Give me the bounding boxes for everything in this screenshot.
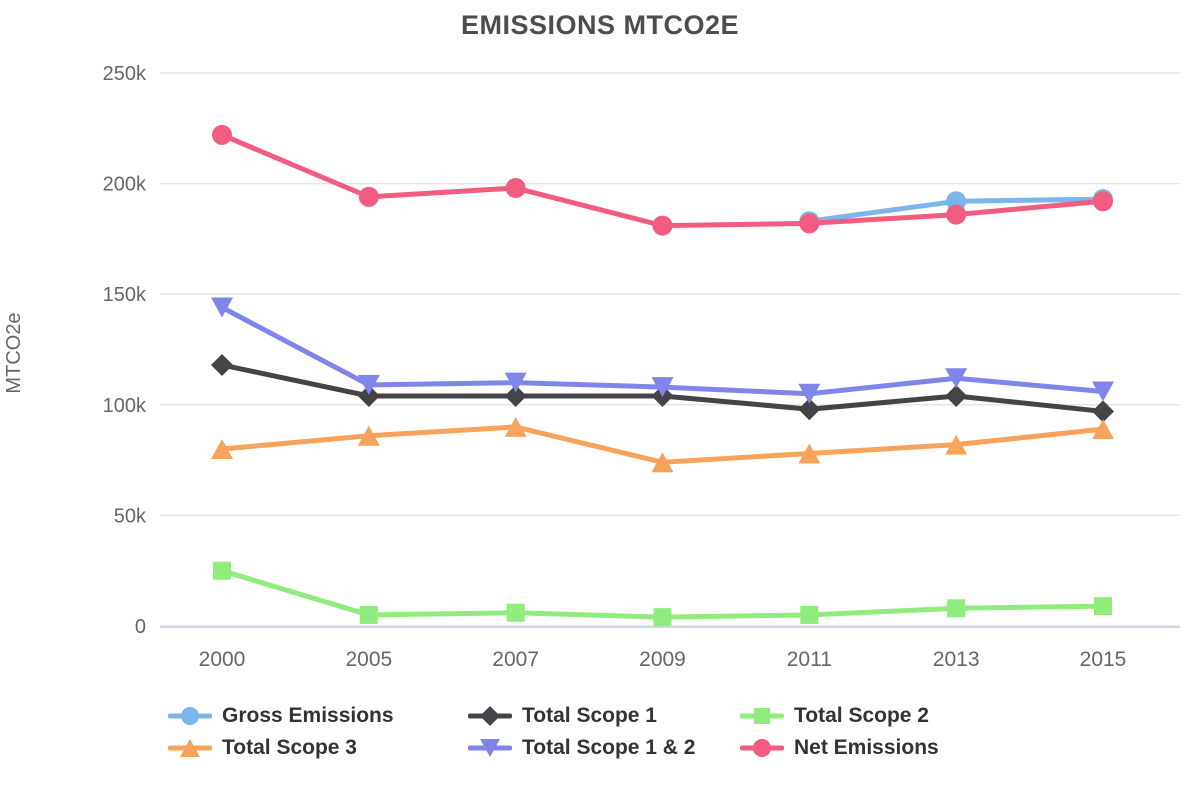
circle-marker[interactable]	[505, 178, 526, 199]
legend-item-total-scope-3[interactable]: Total Scope 3	[168, 734, 468, 762]
triangle-marker[interactable]	[357, 425, 380, 446]
triangle-marker[interactable]	[651, 452, 674, 473]
series-line-net-emissions	[219, 132, 1106, 229]
square-marker[interactable]	[359, 605, 378, 624]
circle-icon	[753, 739, 771, 757]
square-icon	[754, 708, 770, 724]
legend-label: Total Scope 3	[222, 736, 357, 759]
x-tick-label-2000: 2000	[199, 648, 246, 671]
x-tick-label-2005: 2005	[345, 648, 392, 671]
diamond-marker[interactable]	[1092, 400, 1114, 423]
y-tick-label: 50k	[114, 505, 147, 527]
chart-title: EMISSIONS MTCO2E	[460, 10, 740, 40]
diamond-marker[interactable]	[798, 398, 821, 421]
series-total-scope-1-2	[211, 297, 1114, 404]
diamond-marker[interactable]	[945, 384, 968, 407]
legend-item-net-emissions[interactable]: Net Emissions	[740, 734, 1000, 762]
circle-marker[interactable]	[212, 124, 232, 145]
legend-marker-circle-icon	[740, 739, 784, 757]
y-tick-label: 0	[135, 616, 146, 638]
legend-label: Total Scope 1	[522, 704, 657, 727]
diamond-marker[interactable]	[357, 384, 380, 407]
legend-label: Total Scope 1 & 2	[522, 736, 696, 759]
triangle-down-marker[interactable]	[211, 297, 233, 318]
triangle-down-marker[interactable]	[357, 374, 380, 395]
y-tick-label: 250k	[103, 63, 147, 85]
triangle-marker[interactable]	[945, 434, 968, 455]
circle-marker[interactable]	[799, 213, 820, 234]
diamond-icon	[480, 706, 500, 726]
legend-item-total-scope-1[interactable]: Total Scope 1	[468, 702, 740, 730]
triangle-down-marker[interactable]	[504, 372, 527, 393]
legend-item-total-scope-2[interactable]: Total Scope 2	[740, 702, 1000, 730]
legend-label: Total Scope 2	[794, 704, 929, 727]
legend-item-total-scope-1-2[interactable]: Total Scope 1 & 2	[468, 734, 740, 762]
series-total-scope-2	[213, 561, 1112, 627]
triangle-down-marker[interactable]	[945, 368, 968, 389]
legend-marker-square-icon	[740, 708, 784, 724]
y-tick-label: 200k	[103, 174, 147, 196]
circle-marker[interactable]	[652, 215, 673, 236]
square-marker[interactable]	[800, 605, 819, 624]
triangle-icon	[180, 739, 200, 757]
square-marker[interactable]	[506, 603, 525, 622]
triangle-marker[interactable]	[211, 439, 233, 460]
legend-marker-diamond-icon	[468, 706, 512, 726]
triangle-marker[interactable]	[1092, 419, 1114, 440]
series-total-scope-3	[211, 416, 1114, 473]
y-tick-label: 150k	[103, 284, 147, 306]
plot-area: 0 50k 100k 150k 200k 250k 2000 2005 2007 2009 2011…	[103, 63, 1180, 671]
legend-item-gross-emissions[interactable]: Gross Emissions	[168, 702, 468, 730]
circle-marker[interactable]	[1093, 191, 1113, 212]
legend-label: Net Emissions	[794, 736, 939, 759]
circle-marker[interactable]	[358, 186, 379, 207]
legend-marker-circle-icon	[168, 707, 212, 725]
legend-marker-triangle-down-icon	[468, 739, 512, 757]
x-tick-label-2013: 2013	[933, 648, 980, 671]
triangle-marker[interactable]	[798, 443, 821, 464]
square-marker[interactable]	[653, 608, 672, 627]
x-tick-label-2007: 2007	[492, 648, 539, 671]
circle-marker[interactable]	[946, 204, 967, 225]
square-marker[interactable]	[947, 599, 966, 618]
square-marker[interactable]	[213, 561, 231, 580]
diamond-marker[interactable]	[504, 384, 527, 407]
diamond-marker[interactable]	[211, 353, 233, 376]
y-tick-label: 100k	[103, 395, 147, 417]
legend-label: Gross Emissions	[222, 704, 394, 727]
x-tick-label-2011: 2011	[787, 648, 832, 671]
triangle-marker[interactable]	[504, 416, 527, 437]
x-tick-label-2009: 2009	[639, 648, 686, 671]
legend-marker-triangle-icon	[168, 739, 212, 757]
legend: Gross Emissions Total Scope 1 Total Scope …	[168, 702, 1038, 762]
square-marker[interactable]	[1094, 597, 1112, 616]
triangle-down-marker[interactable]	[798, 383, 821, 404]
series-net-emissions	[212, 124, 1113, 236]
x-tick-label-2015: 2015	[1080, 648, 1127, 671]
triangle-down-icon	[480, 739, 500, 757]
triangle-down-marker[interactable]	[1092, 381, 1114, 402]
circle-icon	[181, 707, 199, 725]
triangle-down-marker[interactable]	[651, 377, 674, 398]
